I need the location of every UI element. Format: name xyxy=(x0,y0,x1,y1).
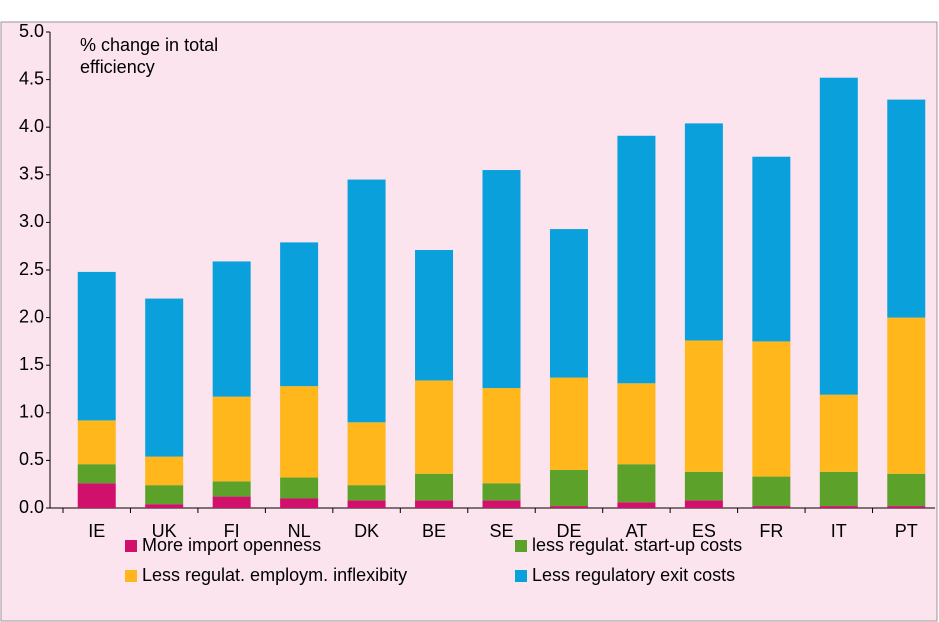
bar-segment xyxy=(752,341,791,477)
bar-segment xyxy=(415,250,454,381)
legend-label: less regulat. start-up costs xyxy=(532,535,742,555)
legend-swatch xyxy=(125,570,137,582)
legend-swatch xyxy=(125,540,137,552)
bar-segment xyxy=(212,481,251,497)
y-tick-label: 2.0 xyxy=(19,306,44,326)
bar-segment xyxy=(280,242,319,387)
x-tick-label: BE xyxy=(422,521,446,541)
bar-segment xyxy=(280,477,319,499)
y-tick-label: 5.0 xyxy=(19,21,44,41)
bar-segment xyxy=(819,77,858,395)
bar-segment xyxy=(212,496,251,508)
bar-segment xyxy=(819,506,858,508)
bar-segment xyxy=(684,123,723,341)
chart-background xyxy=(0,21,938,622)
bar-segment xyxy=(77,271,116,421)
x-tick-label: AT xyxy=(626,521,648,541)
legend-label: Less regulat. employm. inflexibity xyxy=(142,565,407,585)
x-tick-label: DE xyxy=(556,521,581,541)
bar-segment xyxy=(482,483,521,501)
bar-segment xyxy=(212,261,251,397)
bar-segment xyxy=(482,170,521,389)
bar-segment xyxy=(752,156,791,342)
bar-segment xyxy=(684,340,723,472)
legend-label: More import openness xyxy=(142,535,321,555)
bar-segment xyxy=(415,500,454,508)
bar-segment xyxy=(280,498,319,508)
x-tick-label: SE xyxy=(489,521,513,541)
bar-segment xyxy=(145,485,184,505)
bar-segment xyxy=(280,386,319,478)
bar-segment xyxy=(887,99,926,318)
bar-segment xyxy=(752,506,791,508)
x-tick-label: UK xyxy=(152,521,177,541)
y-tick-label: 2.5 xyxy=(19,259,44,279)
bar-segment xyxy=(819,394,858,472)
y-tick-label: 1.0 xyxy=(19,402,44,422)
bar-segment xyxy=(77,464,116,484)
bar-segment xyxy=(347,179,386,423)
bar-segment xyxy=(617,502,656,508)
x-tick-label: FI xyxy=(224,521,240,541)
bar-segment xyxy=(145,298,184,457)
y-tick-label: 4.5 xyxy=(19,68,44,88)
x-tick-label: FR xyxy=(759,521,783,541)
bar-segment xyxy=(549,469,588,507)
x-tick-label: IE xyxy=(88,521,105,541)
x-tick-label: DK xyxy=(354,521,379,541)
bar-segment xyxy=(482,388,521,484)
bar-segment xyxy=(415,380,454,474)
bar-segment xyxy=(347,422,386,486)
legend-swatch xyxy=(515,570,527,582)
bar-segment xyxy=(549,377,588,470)
y-tick-label: 1.5 xyxy=(19,354,44,374)
bar-segment xyxy=(752,476,791,507)
bar-segment xyxy=(347,485,386,501)
legend-label: Less regulatory exit costs xyxy=(532,565,735,585)
bar-segment xyxy=(347,500,386,508)
bar-segment xyxy=(819,471,858,507)
bar-segment xyxy=(415,473,454,501)
bar-segment xyxy=(617,383,656,465)
bar-segment xyxy=(617,135,656,384)
y-tick-label: 0.0 xyxy=(19,497,44,517)
bar-segment xyxy=(212,396,251,482)
bar-segment xyxy=(617,464,656,503)
annotation: % change in total efficiency xyxy=(80,35,219,77)
bar-segment xyxy=(887,506,926,508)
bar-segment xyxy=(145,456,184,486)
x-tick-label: ES xyxy=(692,521,716,541)
bar-segment xyxy=(887,473,926,507)
bar-segment xyxy=(482,500,521,508)
bar-segment xyxy=(684,500,723,508)
x-tick-label: NL xyxy=(288,521,311,541)
bar-segment xyxy=(145,504,184,508)
bar-segment xyxy=(77,420,116,465)
x-tick-label: IT xyxy=(831,521,847,541)
y-tick-label: 3.5 xyxy=(19,164,44,184)
bar-segment xyxy=(549,506,588,508)
y-tick-label: 0.5 xyxy=(19,449,44,469)
y-tick-label: 3.0 xyxy=(19,211,44,231)
bar-segment xyxy=(684,471,723,501)
x-tick-label: PT xyxy=(895,521,918,541)
y-tick-label: 4.0 xyxy=(19,116,44,136)
bar-segment xyxy=(77,483,116,508)
bar-segment xyxy=(549,229,588,378)
legend-swatch xyxy=(515,540,527,552)
bar-segment xyxy=(887,317,926,474)
